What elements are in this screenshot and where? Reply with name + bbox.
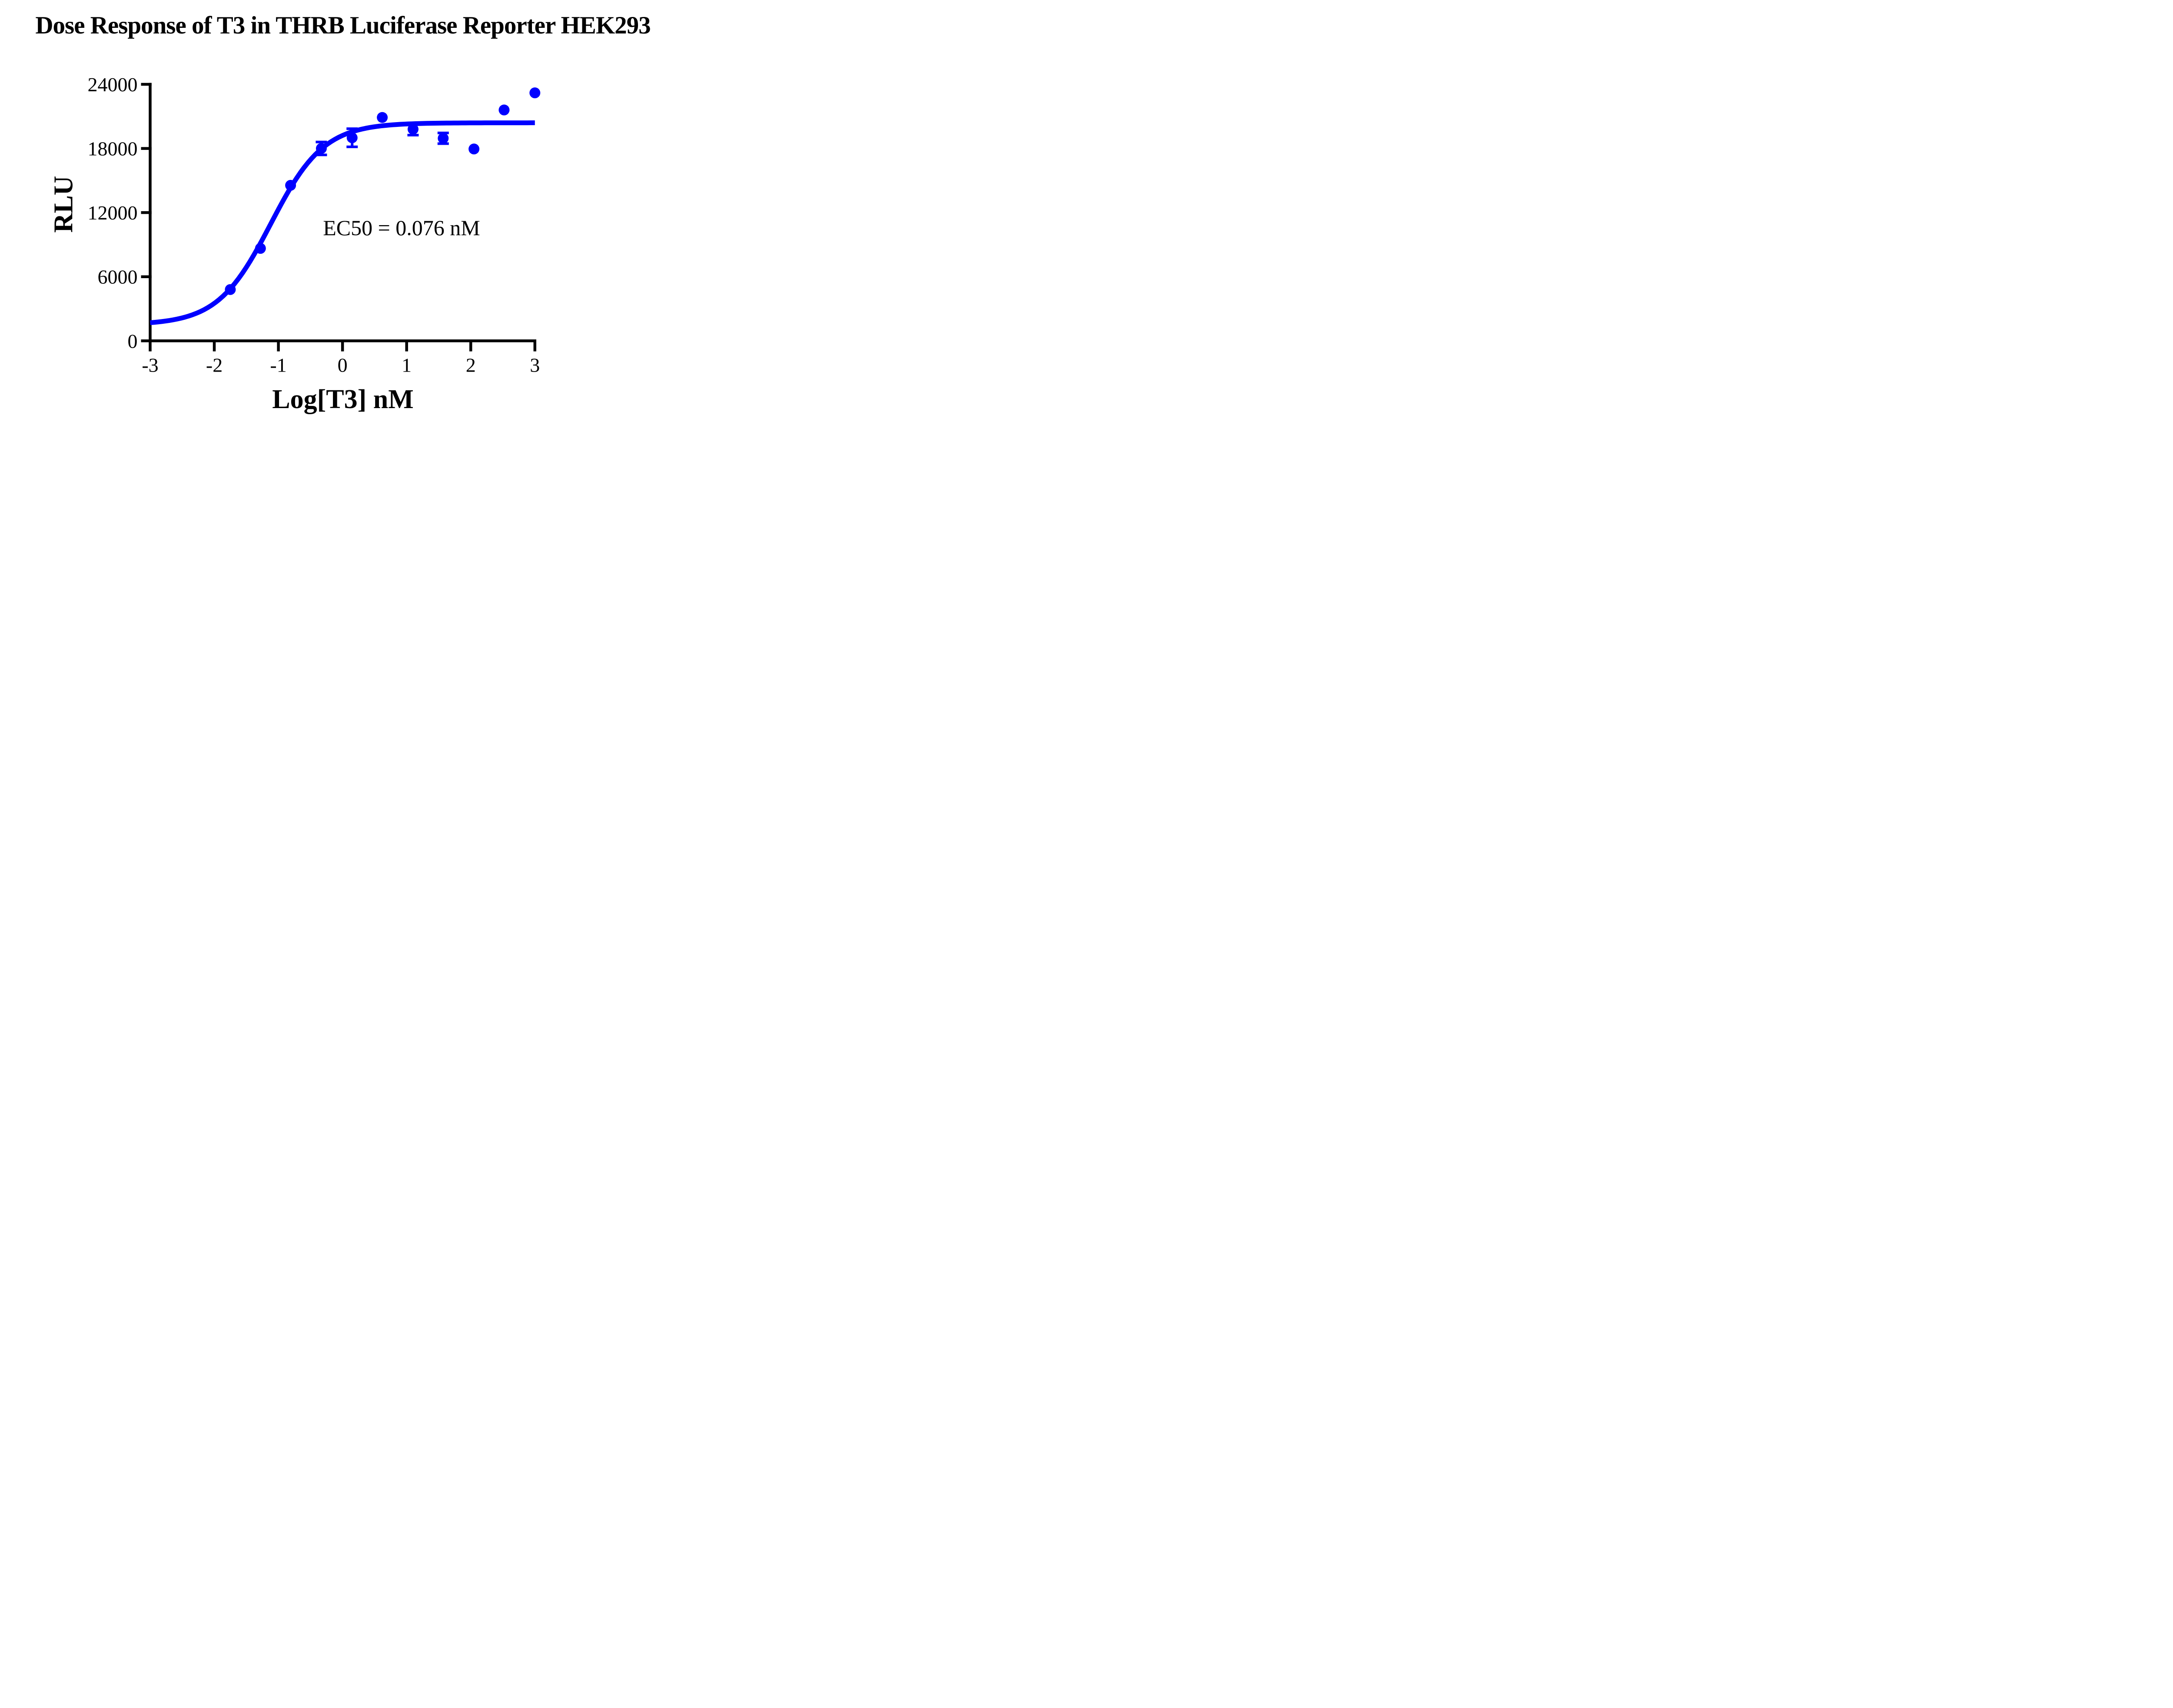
plot-area: 0 6000 12000 18000 24000 -3 -2 -1 0 1 2 3 (88, 73, 541, 376)
data-point (285, 179, 296, 191)
x-tick-label: 0 (338, 354, 348, 376)
x-tick-label: -1 (270, 354, 286, 376)
x-tick-label: -3 (142, 354, 158, 376)
data-point (498, 104, 510, 116)
ec50-annotation: EC50 = 0.076 nM (323, 216, 480, 240)
dose-response-figure: Dose Response of T3 in THRB Luciferase R… (0, 0, 686, 427)
x-tick-label: -2 (206, 354, 223, 376)
data-point (377, 112, 388, 123)
data-point (346, 132, 358, 143)
x-axis-title: Log[T3] nM (272, 385, 414, 414)
data-point (529, 87, 541, 99)
y-tick-label: 6000 (98, 266, 138, 288)
y-tick-label: 24000 (88, 73, 138, 96)
data-point (438, 133, 449, 144)
y-tick-label: 12000 (88, 202, 138, 224)
dose-response-curve (150, 120, 535, 325)
x-tick-label: 2 (466, 354, 476, 376)
chart-title: Dose Response of T3 in THRB Luciferase R… (35, 12, 651, 39)
y-tick-label: 0 (128, 330, 138, 352)
data-point (316, 143, 327, 154)
x-tick-label: 1 (402, 354, 412, 376)
data-point (407, 123, 419, 135)
y-tick-label: 18000 (88, 138, 138, 160)
data-point (468, 143, 480, 155)
data-point (225, 284, 236, 295)
data-point (255, 243, 266, 254)
x-tick-label: 3 (530, 354, 540, 376)
